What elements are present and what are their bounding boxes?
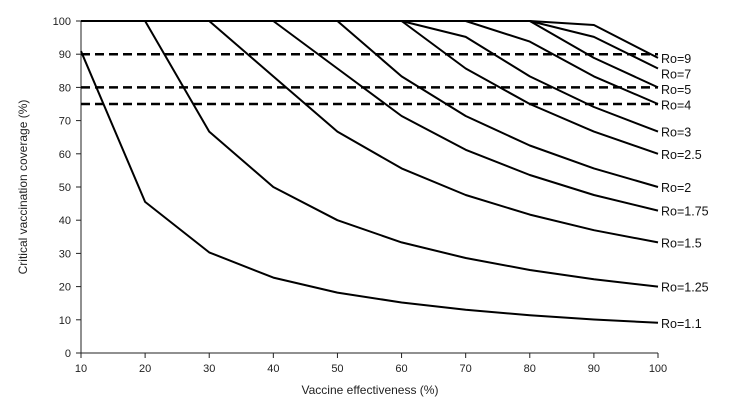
series-label: Ro=2.5 bbox=[661, 148, 702, 162]
series-label: Ro=3 bbox=[661, 126, 691, 140]
x-tick-label: 40 bbox=[267, 363, 279, 375]
x-tick-label: 20 bbox=[139, 363, 151, 375]
y-tick-label: 90 bbox=[59, 49, 71, 61]
x-tick-label: 80 bbox=[524, 363, 536, 375]
x-tick-label: 10 bbox=[75, 363, 87, 375]
series-label: Ro=4 bbox=[661, 98, 691, 112]
y-tick-label: 20 bbox=[59, 282, 71, 294]
series-line bbox=[81, 20, 659, 133]
y-tick-label: 60 bbox=[59, 149, 71, 161]
series-label: Ro=5 bbox=[661, 83, 691, 97]
x-tick-label: 100 bbox=[649, 363, 667, 375]
y-tick-label: 10 bbox=[59, 315, 71, 327]
y-tick-label: 80 bbox=[59, 82, 71, 94]
y-tick-label: 70 bbox=[59, 116, 71, 128]
series-label: Ro=1.5 bbox=[661, 236, 702, 250]
series-curves bbox=[80, 20, 659, 324]
series-label: Ro=7 bbox=[661, 67, 691, 81]
x-axis-title: Vaccine effectiveness (%) bbox=[302, 383, 439, 397]
x-tick-label: 70 bbox=[460, 363, 472, 375]
x-tick-label: 30 bbox=[203, 363, 215, 375]
series-labels: Ro=9Ro=7 Ro=5Ro=4 Ro=3 Ro=2.5 Ro=2 Ro=1.75 Ro=… bbox=[661, 52, 709, 331]
series-label: Ro=9 bbox=[661, 52, 691, 66]
series-label: Ro=2 bbox=[661, 181, 691, 195]
series-label: Ro=1.25 bbox=[661, 281, 709, 295]
y-axis-title: Critical vaccination coverage (%) bbox=[16, 100, 30, 275]
series-line bbox=[81, 20, 659, 288]
series-line bbox=[80, 50, 659, 324]
x-tick-label: 50 bbox=[331, 363, 343, 375]
x-tick-label: 90 bbox=[588, 363, 600, 375]
y-tick-label: 100 bbox=[53, 16, 71, 28]
y-tick-label: 0 bbox=[65, 348, 71, 360]
series-label: Ro=1.1 bbox=[661, 317, 702, 331]
y-tick-label: 30 bbox=[59, 248, 71, 260]
reference-lines bbox=[81, 52, 658, 106]
series-line bbox=[81, 20, 659, 59]
axes: 0 10 20 30 40 50 60 70 80 90 100 10 20 30 40 50 60 70 80 90… bbox=[53, 16, 668, 375]
series-label: Ro=1.75 bbox=[661, 205, 709, 219]
y-tick-label: 50 bbox=[59, 182, 71, 194]
x-tick-label: 60 bbox=[395, 363, 407, 375]
y-tick-label: 40 bbox=[59, 215, 71, 227]
